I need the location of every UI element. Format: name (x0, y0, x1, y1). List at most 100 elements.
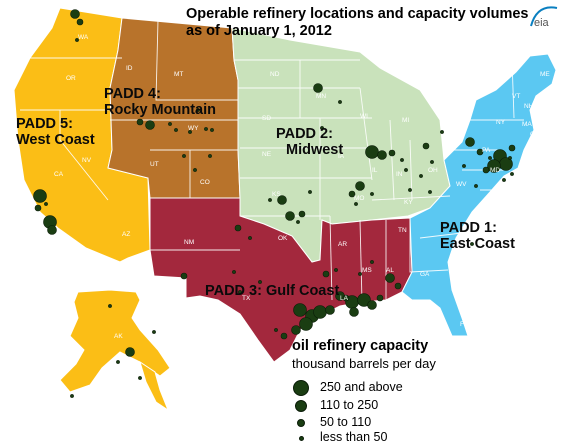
refinery-dot (487, 159, 501, 173)
refinery-dot (180, 272, 188, 280)
refinery-dot (470, 242, 474, 246)
legend-item-l: 110 to 250 (290, 398, 420, 414)
refinery-dot (354, 202, 358, 206)
refinery-dot (258, 280, 262, 284)
refinery-dot (210, 128, 214, 132)
refinery-dot (238, 290, 242, 294)
state-label-pa: PA (482, 147, 491, 154)
refinery-dot (174, 128, 178, 132)
refinery-dot (440, 130, 444, 134)
legend-label-xl: 250 and above (320, 380, 403, 394)
state-label-mt: MT (174, 71, 183, 78)
refinery-dot (296, 220, 300, 224)
padd5-label-line1: PADD 5: (16, 116, 73, 132)
refinery-dot (394, 282, 402, 290)
refinery-dot (376, 294, 384, 302)
state-label-fl: FL (460, 321, 468, 328)
state-label-id: ID (126, 65, 133, 72)
state-label-az: AZ (122, 231, 130, 238)
state-label-wi: WI (360, 113, 368, 120)
state-label-tx: TX (242, 295, 251, 302)
state-label-in: IN (396, 171, 403, 178)
legend-dot-m (297, 419, 305, 427)
state-label-ok: OK (278, 235, 288, 242)
state-abbreviations: WA OR CA NV ID MT WY UT AZ CO NM ND SD NE KS OK MN IA MO WI… (54, 34, 550, 340)
state-label-mn: MN (316, 93, 326, 100)
legend-dot-l (295, 400, 307, 412)
refinery-dot (277, 195, 287, 205)
refinery-dot (268, 198, 272, 202)
state-label-nm: NM (184, 239, 194, 246)
padd3-label: PADD 3: Gulf Coast (205, 283, 339, 299)
refinery-dot (349, 307, 359, 317)
refinery-dot (232, 270, 236, 274)
state-label-co: CO (200, 179, 210, 186)
state-borders (20, 19, 524, 303)
state-label-ut: UT (150, 161, 159, 168)
refinery-dot (502, 178, 506, 182)
state-label-ky: KY (404, 199, 413, 206)
padd1-label-line2: East Coast (440, 236, 515, 252)
state-label-la: LA (340, 295, 349, 302)
state-label-de: DE (514, 175, 524, 182)
state-label-or: OR (66, 75, 76, 82)
legend-item-s: less than 50 (290, 430, 420, 446)
state-label-mo: MO (354, 195, 364, 202)
refinery-dot (508, 156, 512, 160)
refinery-dot (388, 149, 396, 157)
padd5-label: PADD 5: West Coast (16, 116, 95, 148)
state-label-md: MD (490, 167, 500, 174)
refinery-dot (116, 360, 120, 364)
padd1-shape (401, 53, 557, 337)
state-label-nc: NC (476, 223, 486, 230)
refinery-dot (33, 189, 47, 203)
refinery-dot (465, 137, 475, 147)
refinery-dot (44, 202, 48, 206)
padd2-label-line2: Midwest (286, 142, 344, 158)
state-label-ms: MS (362, 267, 372, 274)
eia-logo-text: eia (534, 17, 550, 29)
map-title: Operable refinery locations and capacity… (186, 6, 529, 40)
refinery-dot (76, 18, 84, 26)
refinery-dot (125, 347, 135, 357)
refinery-dot (322, 270, 330, 278)
padd2-label: PADD 2: Midwest (276, 126, 343, 158)
padd3-label-line1: PADD 3: Gulf Coast (205, 283, 340, 299)
padd1-region (401, 53, 557, 337)
refinery-dot (348, 190, 356, 198)
state-label-ne: NE (262, 151, 272, 158)
legend-dot-s (298, 435, 304, 441)
state-label-wa: WA (78, 34, 89, 41)
state-label-ak: AK (114, 333, 123, 340)
padd1-label: PADD 1: East Coast (440, 220, 515, 252)
state-label-oh: OH (428, 167, 438, 174)
refinery-dot (320, 126, 324, 130)
refinery-dot (145, 120, 155, 130)
refinery-dot (430, 160, 434, 164)
state-label-vt: VT (512, 93, 520, 100)
refinery-dot (428, 190, 432, 194)
refinery-dot (299, 317, 313, 331)
refinery-dot (325, 305, 335, 315)
refinery-dot (338, 100, 342, 104)
refinery-dot (510, 172, 514, 176)
refinery-dot (208, 154, 212, 158)
refinery-dot (248, 236, 252, 240)
refinery-dot (408, 188, 412, 192)
padd2-label-line1: PADD 2: (276, 126, 333, 142)
legend-dot-xl (293, 380, 309, 396)
refinery-dot (367, 300, 377, 310)
padd4-label: PADD 4: Rocky Mountain (104, 86, 216, 118)
refinery-dot (404, 168, 408, 172)
state-label-nj: NJ (520, 159, 528, 166)
state-label-ct: CT (530, 131, 539, 138)
refinery-dot (400, 158, 404, 162)
refinery-dot (377, 150, 387, 160)
refinery-dot (70, 9, 80, 19)
refinery-dot (370, 192, 374, 196)
state-label-il: IL (372, 167, 378, 174)
state-label-va: VA (480, 205, 489, 212)
state-label-me: ME (540, 71, 550, 78)
refinery-dot (293, 303, 307, 317)
